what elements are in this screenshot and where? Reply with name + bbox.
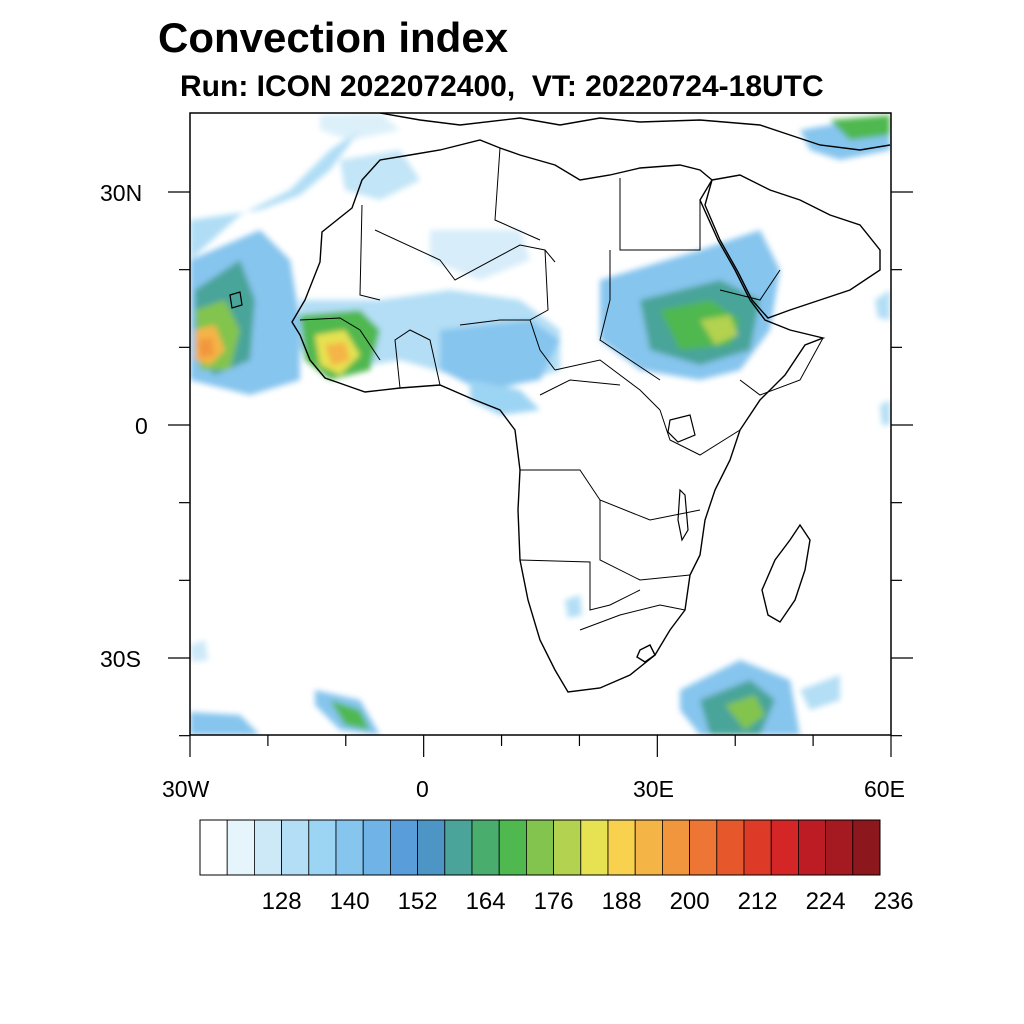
colorbar-tick-label: 236 [873,888,914,915]
axis-ticks [168,191,913,757]
chart-title: Convection index [158,14,509,61]
colorbar-box [852,819,881,876]
colorbar-box [689,819,718,876]
colorbar-box [526,819,555,876]
colorbar-box [825,819,854,876]
colorbar-tick-label: 164 [465,888,506,915]
coastlines [291,113,891,693]
colorbar-box [417,819,446,876]
lat-label-0: 0 [135,413,148,439]
lat-label-30s: 30S [100,646,141,672]
colorbar-box [798,819,827,876]
chart-subtitle: Run: ICON 2022072400, VT: 20220724-18UTC [180,70,824,103]
colorbar-box [199,819,228,876]
colorbar-tick-label: 128 [261,888,302,915]
colorbar-box [471,819,500,876]
lesotho [636,644,656,663]
colorbar-frame [199,819,881,876]
colorbar-box [253,819,282,876]
arabia-coastline [704,174,881,319]
colorbar-tick-label: 212 [737,888,778,915]
lon-label-30e: 30E [633,776,674,802]
colorbar-tick-label: 152 [397,888,438,915]
colorbar-box [716,819,745,876]
colorbar-box [281,819,310,876]
colorbar-tick-label: 140 [329,888,370,915]
colorbar-box [226,819,255,876]
map-frame [189,112,892,736]
colorbar-tick-label: 200 [669,888,710,915]
lat-label-30n: 30N [100,180,143,206]
colorbar-box [362,819,391,876]
madagascar-coastline [761,523,811,623]
colorbar-tick-label: 176 [533,888,574,915]
colorbar-box [607,819,636,876]
colorbar [199,819,881,876]
lake-victoria [667,414,696,443]
colorbar-box [389,819,418,876]
lon-label-60e: 60E [864,776,905,802]
colorbar-box [634,819,663,876]
colorbar-box [444,819,473,876]
colorbar-tick-label: 188 [601,888,642,915]
mediterranean-north [379,113,891,151]
borders [299,147,824,631]
colorbar-box [743,819,772,876]
colorbar-box [308,819,337,876]
cape-verde-islands [229,291,243,309]
convection-field [190,113,890,735]
colorbar-tick-label: 224 [805,888,846,915]
lakes [229,291,696,542]
lon-label-0: 0 [416,776,429,802]
lake-malawi [677,488,689,542]
colorbar-box [335,819,364,876]
colorbar-box [580,819,609,876]
africa-coastline [291,139,826,693]
colorbar-box [662,819,691,876]
colorbar-box [553,819,582,876]
colorbar-box [770,819,799,876]
colorbar-box [498,819,527,876]
lon-label-30w: 30W [162,776,210,802]
